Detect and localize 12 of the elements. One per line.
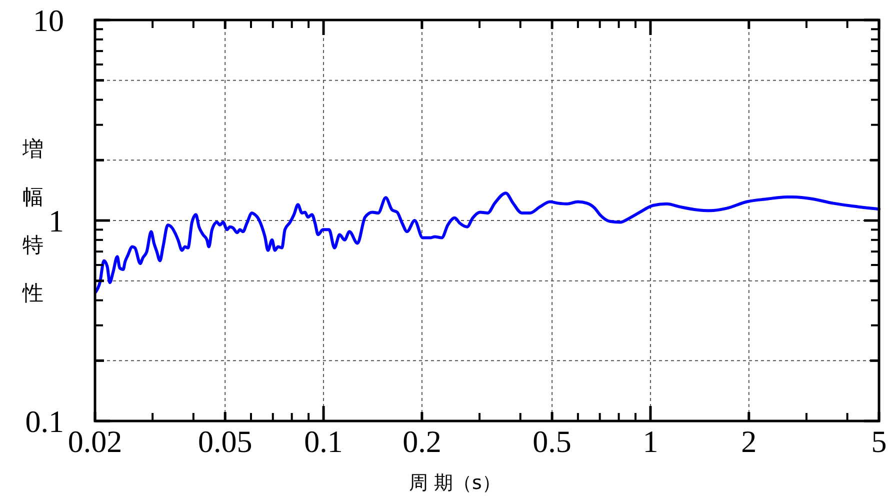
y-tick-label: 1 [48, 203, 64, 238]
y-axis-title: 増幅特性 [22, 136, 44, 305]
y-tick-label: 10 [33, 2, 64, 38]
x-tick-label: 1 [642, 424, 658, 459]
x-tick-label: 5 [871, 424, 887, 459]
x-tick-label: 0.05 [198, 424, 252, 459]
x-tick-label: 0.5 [532, 424, 572, 459]
x-tick-label: 0.1 [304, 424, 343, 459]
x-tick-label: 0.2 [402, 424, 442, 459]
x-axis-title: 周 期（s） [409, 472, 501, 494]
x-tick-label: 0.02 [68, 424, 122, 459]
x-tick-label: 2 [741, 424, 757, 459]
